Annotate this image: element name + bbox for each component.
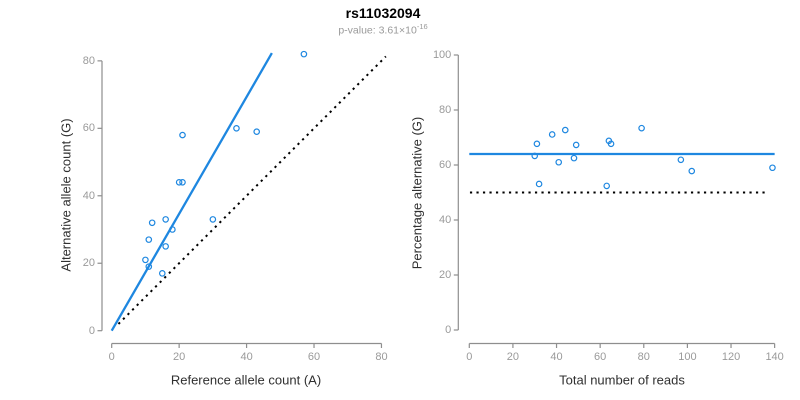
scatter-point — [531, 152, 539, 160]
scatter-point — [561, 126, 569, 134]
x-tick-label: 140 — [765, 350, 784, 363]
scatter-point — [253, 128, 260, 135]
x-tick-label: 0 — [108, 350, 115, 363]
x-tick-label: 0 — [466, 350, 473, 363]
y-tick-label: 0 — [445, 324, 452, 336]
scatter-point — [142, 256, 149, 264]
y-tick-label: 80 — [82, 54, 95, 67]
scatter-point — [233, 125, 240, 132]
scatter-point — [162, 243, 169, 250]
scatter-point — [175, 178, 183, 186]
scatter-point — [533, 140, 541, 148]
x-tick-label: 60 — [307, 350, 321, 363]
x-tick-label: 40 — [240, 350, 253, 363]
scatter-point — [300, 50, 308, 58]
scatter-point — [638, 124, 645, 132]
scatter-point — [148, 219, 156, 227]
scatter-point — [145, 263, 153, 270]
x-tick-label: 80 — [375, 350, 388, 363]
y-tick-label: 60 — [439, 159, 452, 171]
x-tick-label: 20 — [173, 350, 186, 363]
scatter-point — [769, 164, 776, 172]
p-value-text: p-value: 3.61×10 — [338, 24, 417, 37]
scatter-point — [570, 154, 578, 162]
p-value-exponent: -16 — [416, 22, 428, 31]
scatter-point — [169, 226, 176, 233]
scatter-point — [158, 270, 166, 277]
scatter-point — [209, 216, 217, 223]
y-tick-label: 60 — [82, 122, 95, 135]
scatter-point — [607, 140, 615, 148]
x-tick-label: 60 — [594, 350, 607, 363]
y-tick-label: 80 — [439, 104, 452, 116]
x-tick-label: 100 — [678, 350, 697, 363]
y-tick-label: 0 — [88, 324, 95, 337]
x-tick-label: 40 — [550, 350, 563, 363]
scatter-point — [603, 182, 611, 190]
regression-line — [110, 52, 273, 332]
y-tick-label: 20 — [439, 269, 452, 281]
y-tick-label: 40 — [82, 189, 95, 202]
scatter-point — [179, 178, 186, 186]
y-tick-label: 20 — [82, 257, 95, 270]
scatter-point — [162, 216, 169, 223]
right-plot-ylabel: Percentage alternative (G) — [409, 116, 425, 270]
scatter-point — [555, 158, 563, 166]
scatter-point — [572, 141, 580, 149]
scatter-point — [677, 156, 685, 164]
left-plot-xlabel: Reference allele count (A) — [170, 372, 322, 388]
scatter-point — [688, 167, 696, 175]
y-tick-label: 40 — [439, 214, 452, 226]
x-tick-label: 120 — [721, 350, 741, 363]
x-tick-label: 20 — [506, 350, 520, 363]
right-plot-xlabel: Total number of reads — [559, 372, 685, 388]
scatter-point — [535, 180, 543, 188]
scatter-point — [179, 131, 186, 139]
figure-title: rs11032094 — [345, 5, 421, 21]
p-value-label: p-value: 3.61×10-16 — [338, 22, 427, 37]
scatter-point — [548, 131, 556, 138]
x-tick-label: 80 — [637, 350, 650, 363]
scatter-point — [145, 236, 153, 243]
y-tick-label: 100 — [432, 49, 452, 61]
identity-line — [117, 55, 387, 325]
